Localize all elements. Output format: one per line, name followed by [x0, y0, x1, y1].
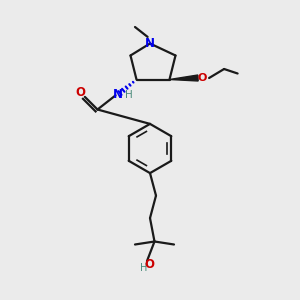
Text: O: O	[198, 73, 207, 83]
Text: H: H	[124, 90, 132, 100]
Polygon shape	[169, 75, 198, 81]
Text: H: H	[140, 262, 147, 273]
Text: N: N	[145, 37, 155, 50]
Text: O: O	[144, 257, 154, 271]
Text: O: O	[75, 86, 85, 99]
Text: N: N	[112, 88, 123, 101]
